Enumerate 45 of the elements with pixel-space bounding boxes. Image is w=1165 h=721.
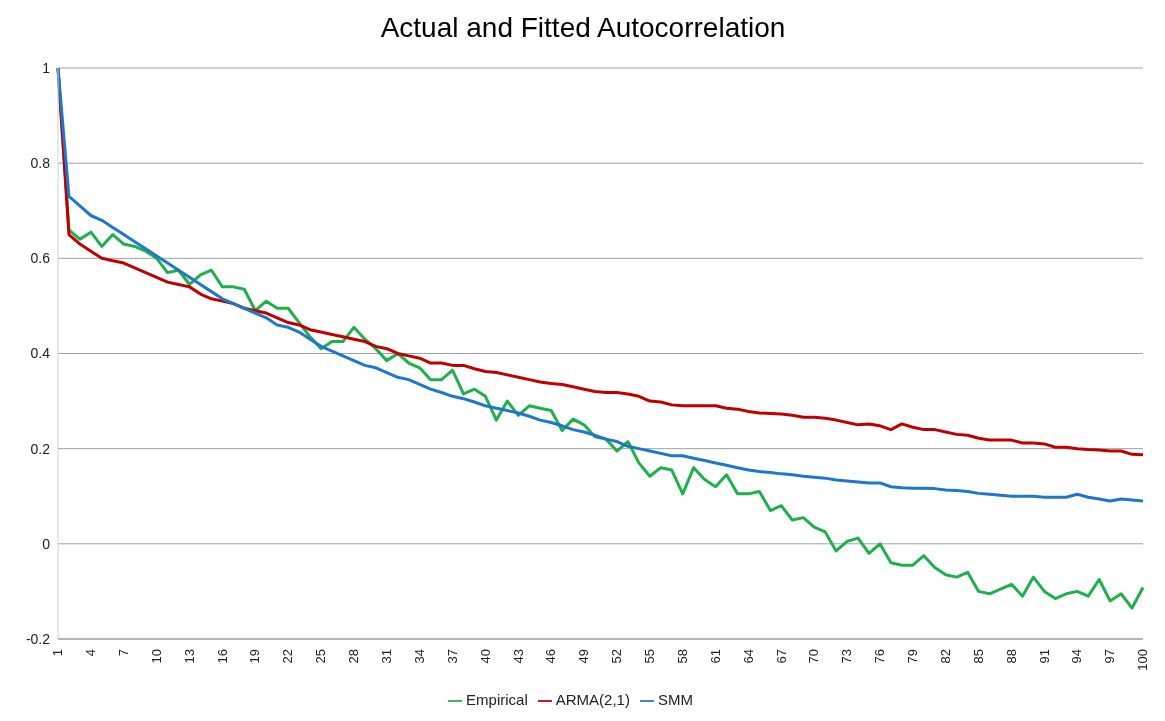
x-tick-label: 91	[1036, 648, 1052, 664]
x-tick-label: 88	[1003, 648, 1019, 664]
x-tick-label: 85	[970, 648, 986, 664]
x-tick-label: 82	[937, 648, 953, 664]
y-tick-label: 0.4	[30, 345, 51, 362]
x-tick-label: 16	[214, 648, 230, 664]
x-tick-label: 100	[1135, 648, 1151, 671]
x-tick-label: 31	[379, 648, 395, 664]
x-tick-label: 61	[707, 648, 723, 664]
x-tick-label: 7	[115, 648, 131, 657]
y-tick-label: 0.6	[30, 250, 51, 267]
chart-title: Actual and Fitted Autocorrelation	[379, 11, 787, 45]
x-tick-label: 22	[280, 648, 296, 664]
x-tick-label: 19	[247, 648, 263, 664]
y-tick-label: 1	[42, 59, 51, 76]
x-tick-label: 64	[740, 648, 756, 664]
x-tick-label: 1	[50, 648, 66, 657]
legend-label: ARMA(2,1)	[555, 690, 630, 708]
x-tick-label: 79	[905, 648, 921, 664]
x-tick-label: 55	[642, 648, 658, 664]
y-tick-label: 0.8	[30, 155, 51, 172]
y-tick-label: 0.2	[30, 440, 51, 457]
y-tick-label: -0.2	[25, 630, 51, 647]
x-tick-label: 73	[839, 648, 855, 664]
legend-label: SMM	[657, 690, 693, 708]
x-tick-label: 52	[609, 648, 625, 664]
legend-label: Empirical	[466, 690, 528, 708]
x-tick-label: 97	[1102, 648, 1118, 664]
x-tick-label: 13	[181, 648, 197, 664]
x-tick-label: 28	[346, 648, 362, 664]
x-tick-label: 67	[773, 648, 789, 664]
x-tick-label: 70	[806, 648, 822, 664]
y-tick-label: 0	[42, 535, 51, 552]
x-tick-label: 25	[313, 648, 329, 664]
x-tick-label: 49	[576, 648, 592, 664]
x-tick-label: 43	[510, 648, 526, 664]
x-tick-label: 40	[477, 648, 493, 664]
x-tick-label: 34	[411, 648, 427, 664]
x-tick-label: 10	[148, 648, 164, 664]
x-tick-label: 4	[83, 648, 99, 657]
x-tick-label: 94	[1069, 648, 1085, 664]
x-tick-label: 37	[444, 648, 460, 664]
x-tick-label: 46	[543, 648, 559, 664]
x-tick-label: 76	[872, 648, 888, 664]
x-tick-label: 58	[674, 648, 690, 664]
